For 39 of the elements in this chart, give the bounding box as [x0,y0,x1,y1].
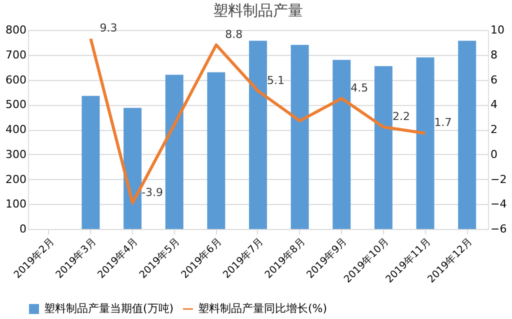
line-series [89,37,427,204]
y-tick-label: 0 [20,222,26,236]
y2-tick-label: 4 [490,98,498,112]
data-label: 1.7 [434,116,452,130]
data-label: -3.9 [142,186,164,199]
y-tick-label: 600 [6,73,26,86]
bar [207,72,226,229]
bar [374,66,392,229]
y2-tick-label: 0 [490,148,498,161]
y2-tick-label: −2 [490,172,507,186]
bar [124,108,142,229]
y-tick-label: 300 [6,148,26,161]
y2-tick-label: 2 [490,123,498,136]
data-label: 8.8 [225,28,243,41]
y2-tick-label: 10 [490,24,504,36]
legend-label: 塑料制品产量同比增长(%) [198,302,328,315]
data-label: 4.5 [350,81,368,94]
y-tick-label: 200 [6,172,26,186]
data-label: 5.1 [267,74,284,87]
y2-tick-label: −4 [490,198,507,211]
y2-tick-label: −6 [490,222,507,236]
bar [416,57,434,229]
y-tick-label: 400 [6,123,26,136]
bar [332,60,351,229]
y2-tick-label: 6 [490,73,498,86]
bar [165,74,184,229]
legend-label: 塑料制品产量当期值(万吨) [44,302,174,315]
bar [249,40,267,229]
y-tick-label: 700 [6,48,26,62]
y-tick-label: 500 [6,98,26,112]
y2-tick-label: 8 [490,48,498,62]
bar [82,96,100,229]
y-tick-label: 100 [6,198,26,211]
data-label: 9.3 [100,22,118,35]
bar [290,44,309,229]
bar [458,40,476,229]
data-label: 2.2 [392,110,410,124]
chart-title: 塑料制品产量 [213,2,303,20]
y-tick-label: 800 [6,24,26,36]
